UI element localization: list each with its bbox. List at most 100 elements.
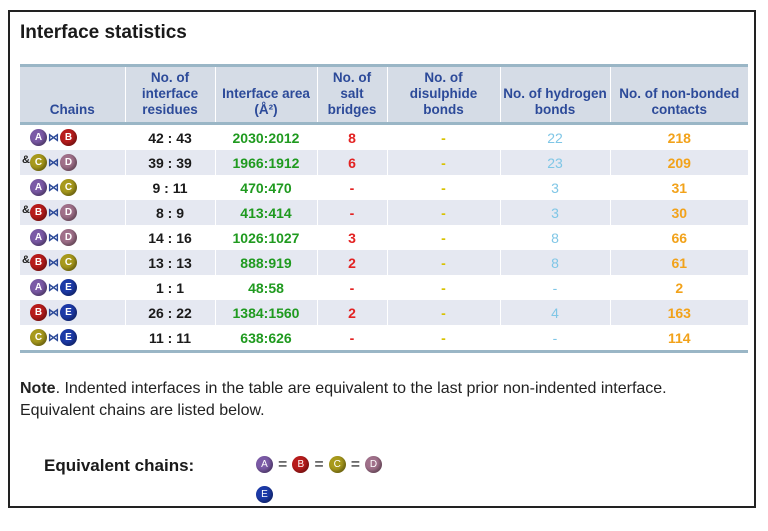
chain-a-badge[interactable]: A [30,229,47,247]
chain-e-badge[interactable]: E [256,486,273,504]
chain-c-badge[interactable]: C [30,329,47,347]
chain-c-badge[interactable]: C [60,254,77,272]
nonbonded-cell: 2 [609,275,748,300]
header-hydrogen-bonds[interactable]: No. of hydrogen bonds [499,64,610,125]
salt-bridges-cell: 8 [316,123,387,150]
salt-bridges-cell: - [316,200,387,225]
nonbonded-cell: 163 [609,300,748,325]
nonbonded-cell: 66 [609,225,748,250]
chain-a-badge[interactable]: A [30,279,47,297]
salt-bridges-cell: - [316,275,387,300]
disulphide-cell: - [386,250,500,275]
chain-a-badge[interactable]: A [30,179,47,197]
chain-d-badge[interactable]: D [60,154,77,172]
chain-b-badge[interactable]: B [30,254,47,272]
equals-sign: = [314,456,324,473]
disulphide-cell: - [386,225,500,250]
note-label: Note [20,380,56,397]
nonbonded-cell: 209 [609,150,748,175]
chain-b-badge[interactable]: B [30,204,47,222]
table-row[interactable]: & C ⋈ D 39 : 39 1966:1912 6-23 209 [20,150,748,175]
chain-e-badge[interactable]: E [60,279,77,297]
equals-sign: = [350,456,361,473]
area-cell: 48:58 [214,275,317,300]
area-cell: 2030:2012 [214,123,317,150]
salt-bridges-cell: - [316,325,387,353]
residues-cell: 39 : 39 [124,150,215,175]
disulphide-cell: - [386,275,500,300]
area-cell: 470:470 [214,175,317,200]
indent-marker: & [22,153,30,166]
table-row[interactable]: B ⋈ E 26 : 22 1384:1560 2-4 163 [20,300,748,325]
chains-cell: & C ⋈ D [20,150,125,175]
interface-link-icon: ⋈ [48,307,59,320]
salt-bridges-cell: - [316,175,387,200]
interface-link-icon: ⋈ [48,232,59,245]
chains-cell: C ⋈ E [20,325,125,353]
hydrogen-bonds-cell: 3 [499,175,610,200]
chain-d-badge[interactable]: D [60,204,77,222]
chains-cell: A ⋈ E [20,275,125,300]
header-disulphide[interactable]: No. of disulphide bonds [386,64,500,125]
hydrogen-bonds-cell: 8 [499,250,610,275]
area-cell: 1966:1912 [214,150,317,175]
residues-cell: 26 : 22 [124,300,215,325]
header-residues[interactable]: No. of interface residues [124,64,215,125]
area-cell: 1026:1027 [214,225,317,250]
residues-cell: 8 : 9 [124,200,215,225]
header-nonbonded[interactable]: No. of non-bonded contacts [609,64,748,125]
hydrogen-bonds-cell: 8 [499,225,610,250]
chain-d-badge[interactable]: D [365,456,383,474]
salt-bridges-cell: 6 [316,150,387,175]
indent-marker: & [22,203,30,216]
chain-e-badge[interactable]: E [60,304,77,322]
residues-cell: 1 : 1 [124,275,215,300]
salt-bridges-cell: 2 [316,250,387,275]
table-row[interactable]: A ⋈ E 1 : 1 48:58- - -2 [20,275,748,300]
chain-c-badge[interactable]: C [60,179,77,197]
interface-statistics-table: Chains No. of interface residues Interfa… [20,64,748,353]
salt-bridges-cell: 2 [316,300,387,325]
chain-b-badge[interactable]: B [60,129,77,147]
nonbonded-cell: 114 [609,325,748,353]
hydrogen-bonds-cell: - [499,325,610,353]
interface-link-icon: ⋈ [48,132,59,145]
panel-title: Interface statistics [20,22,187,43]
table-row[interactable]: A ⋈ D 14 : 16 1026:1027 3-8 66 [20,225,748,250]
disulphide-cell: - [386,300,500,325]
chain-a-badge[interactable]: A [30,129,47,147]
chains-cell: B ⋈ E [20,300,125,325]
chain-c-badge[interactable]: C [30,154,47,172]
interface-link-icon: ⋈ [48,332,59,345]
chains-cell: & B ⋈ D [20,200,125,225]
hydrogen-bonds-cell: 22 [499,123,610,150]
disulphide-cell: - [386,175,500,200]
residues-cell: 13 : 13 [124,250,215,275]
chain-b-badge[interactable]: B [292,456,310,474]
header-salt-bridges[interactable]: No. of salt bridges [316,64,387,125]
nonbonded-cell: 31 [609,175,748,200]
residues-cell: 42 : 43 [124,123,215,150]
header-chains[interactable]: Chains [20,64,125,125]
equivalent-chains-extra: E [256,486,273,504]
header-area[interactable]: Interface area (Å²) [214,64,317,125]
nonbonded-cell: 61 [609,250,748,275]
chain-b-badge[interactable]: B [30,304,47,322]
chain-e-badge[interactable]: E [60,329,77,347]
area-cell: 888:919 [214,250,317,275]
chain-a-badge[interactable]: A [256,456,273,474]
table-row[interactable]: A ⋈ C 9 : 11 470:470- -3 31 [20,175,748,200]
chain-c-badge[interactable]: C [328,456,346,474]
chain-d-badge[interactable]: D [60,229,77,247]
hydrogen-bonds-cell: 3 [499,200,610,225]
interface-link-icon: ⋈ [48,282,59,295]
table-row[interactable]: & B ⋈ C 13 : 13 888:919 2-8 61 [20,250,748,275]
table-row[interactable]: C ⋈ E 11 : 11 638:626- - -114 [20,325,748,353]
chains-cell: & B ⋈ C [20,250,125,275]
equals-sign: = [278,456,288,473]
table-row[interactable]: & B ⋈ D 8 : 9 413:414- -3 30 [20,200,748,225]
area-cell: 1384:1560 [214,300,317,325]
table-row[interactable]: A ⋈ B 42 : 43 2030:2012 8-22 218 [20,123,748,150]
table-body: A ⋈ B 42 : 43 2030:2012 8-22 218 & C ⋈ D 39 : 39 196… [20,123,748,353]
area-cell: 638:626 [214,325,317,353]
